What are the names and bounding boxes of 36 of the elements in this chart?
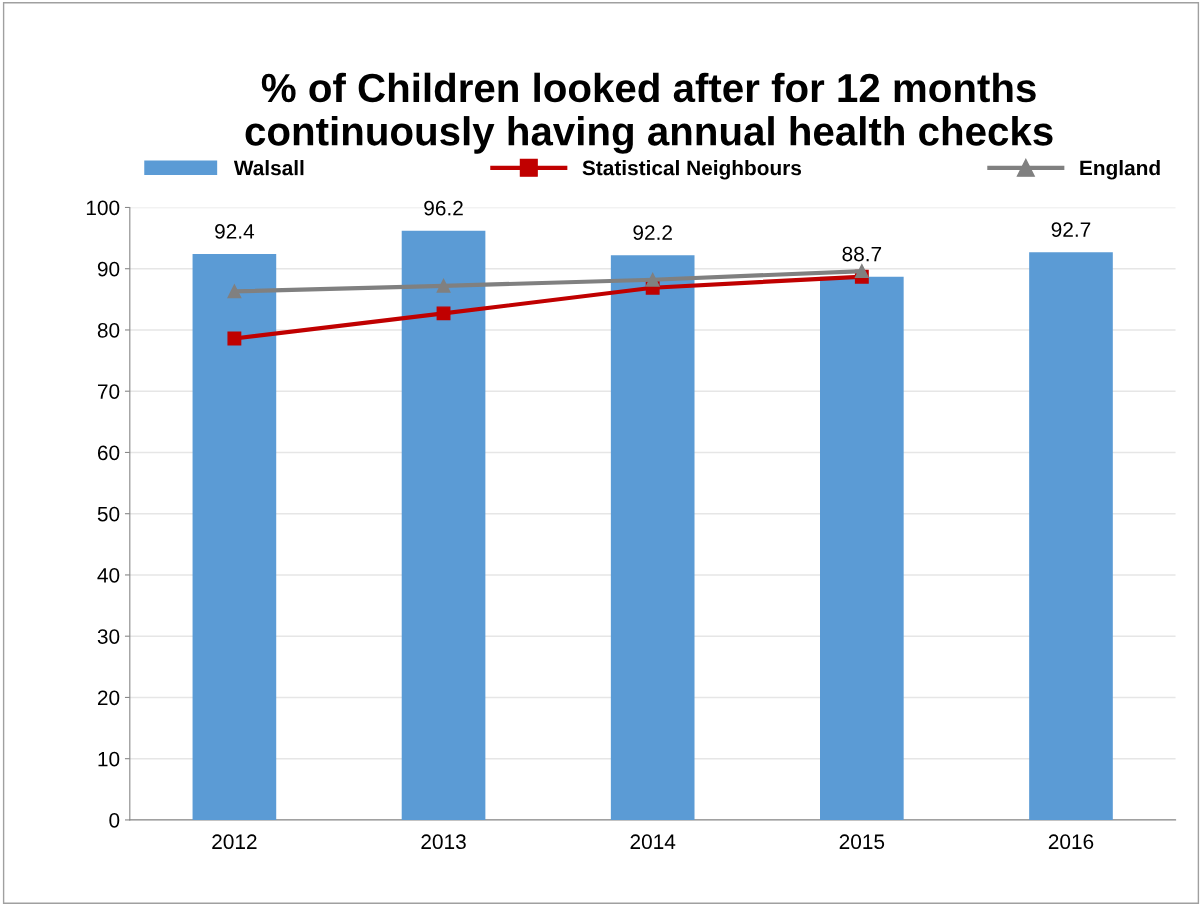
- data-label: 92.4: [215, 224, 255, 239]
- data-label: 96.2: [424, 200, 463, 216]
- point: [227, 331, 242, 346]
- y-tick-label: 20: [97, 690, 120, 706]
- y-tick-label: 0: [109, 812, 120, 828]
- bar: [610, 255, 695, 820]
- point: [645, 272, 660, 287]
- x-tick-label: 2015: [839, 834, 885, 850]
- y-tick-label: 80: [97, 322, 120, 338]
- x-tick-label: 2013: [421, 834, 466, 850]
- y-tick-label: 70: [97, 384, 120, 399]
- point: [436, 278, 451, 293]
- x-tick-label: 2012: [212, 834, 257, 850]
- x-tick-label: 2016: [1048, 834, 1094, 850]
- y-tick-label: 90: [97, 261, 120, 277]
- bar: [401, 230, 486, 820]
- y-tick-label: 100: [86, 200, 120, 216]
- bar: [820, 276, 904, 820]
- x-tick-label: 2014: [630, 834, 676, 850]
- y-tick-label: 50: [97, 506, 120, 522]
- legend-label: England: [1080, 160, 1160, 180]
- y-tick-label: 30: [97, 629, 120, 644]
- point: [854, 264, 869, 279]
- bar: [1029, 252, 1113, 820]
- y-tick-label: 40: [97, 567, 120, 583]
- point: [227, 284, 242, 299]
- bar: [192, 254, 277, 820]
- legend-label: Walsall: [233, 160, 304, 176]
- point: [436, 306, 451, 321]
- y-tick-label: 10: [98, 751, 120, 767]
- legend-label: Statistical Neighbours: [582, 160, 802, 180]
- data-label: 92.7: [1051, 222, 1091, 237]
- data-label: 92.2: [633, 225, 672, 241]
- y-tick-label: 60: [97, 445, 120, 461]
- chart-title: % of Children looked after for 12 months continuously having annual health checks: [245, 72, 1053, 154]
- data-label: 88.7: [842, 246, 882, 262]
